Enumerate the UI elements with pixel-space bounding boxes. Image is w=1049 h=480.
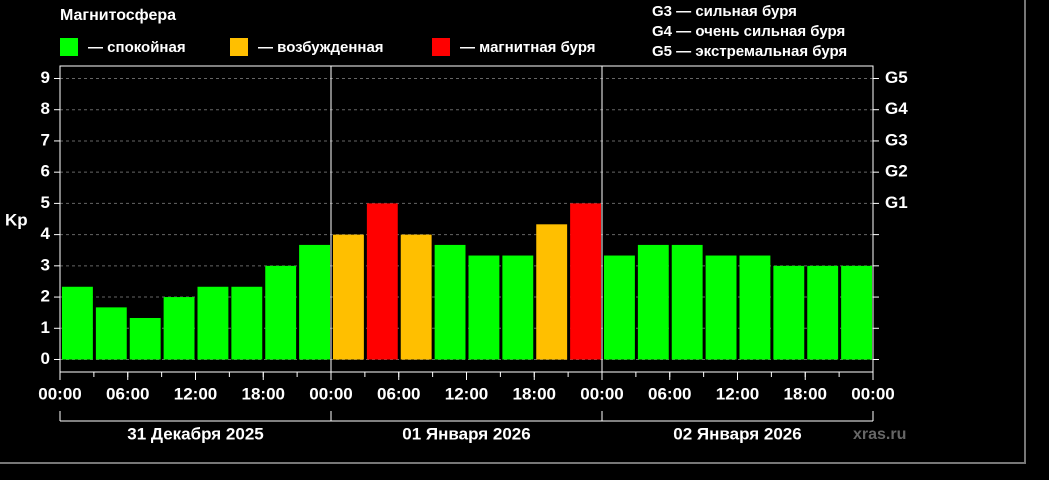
watermark: xras.ru	[853, 426, 906, 443]
bar	[129, 317, 161, 360]
chart-title: Магнитосфера	[60, 7, 176, 24]
legend-swatch	[230, 38, 248, 56]
legend-swatch	[60, 38, 78, 56]
bar	[400, 234, 432, 360]
x-tick-label: 12:00	[174, 384, 217, 403]
x-tick-label: 00:00	[851, 384, 894, 403]
y-tick-label: 3	[41, 255, 50, 274]
x-tick-label: 06:00	[648, 384, 691, 403]
x-tick-label: 18:00	[513, 384, 556, 403]
bar	[570, 203, 601, 360]
x-tick-label: 12:00	[716, 384, 759, 403]
legend-label: — магнитная буря	[460, 39, 596, 56]
y-tick-label: 8	[41, 99, 50, 118]
y-tick-label: 0	[41, 349, 50, 368]
y-tick-label: 1	[41, 318, 50, 337]
bar	[637, 244, 669, 360]
bar	[333, 234, 364, 360]
legend-label: — возбужденная	[258, 39, 384, 56]
y-tick-label: 9	[41, 68, 50, 87]
storm-legend: G3 — сильная буря	[652, 3, 797, 20]
y2-tick-label: G3	[885, 130, 908, 149]
y2-tick-label: G4	[885, 99, 908, 118]
bar	[197, 286, 229, 360]
storm-legend: G5 — экстремальная буря	[652, 43, 847, 60]
bar	[773, 265, 805, 360]
day-label: 02 Января 2026	[673, 424, 801, 443]
bar	[807, 265, 839, 360]
bar	[536, 224, 568, 360]
bar	[434, 244, 466, 360]
bar	[62, 286, 93, 360]
bar	[265, 265, 297, 360]
day-label: 01 Января 2026	[402, 424, 530, 443]
bar	[671, 244, 703, 360]
bar	[299, 244, 330, 360]
day-label: 31 Декабря 2025	[127, 424, 264, 443]
bar	[604, 255, 635, 360]
x-tick-label: 00:00	[38, 384, 81, 403]
bar	[502, 255, 534, 360]
x-tick-label: 18:00	[242, 384, 285, 403]
legend-swatch	[432, 38, 450, 56]
bar	[163, 297, 195, 360]
x-tick-label: 06:00	[377, 384, 420, 403]
y2-tick-label: G1	[885, 193, 908, 212]
bar	[366, 203, 398, 360]
y-label: Kp	[5, 210, 28, 229]
bar	[841, 265, 872, 360]
y2-tick-label: G2	[885, 162, 908, 181]
x-tick-label: 00:00	[580, 384, 623, 403]
frame	[0, 0, 1026, 464]
x-tick-label: 18:00	[784, 384, 827, 403]
bar	[468, 255, 500, 360]
y-tick-label: 6	[41, 162, 50, 181]
y-tick-label: 5	[41, 193, 50, 212]
y-tick-label: 2	[41, 287, 50, 306]
y-tick-label: 7	[41, 130, 50, 149]
x-tick-label: 12:00	[445, 384, 488, 403]
y2-tick-label: G5	[885, 68, 908, 87]
bar	[739, 255, 771, 360]
bar	[231, 286, 263, 360]
y-tick-label: 4	[41, 224, 51, 243]
storm-legend: G4 — очень сильная буря	[652, 23, 845, 40]
bar	[705, 255, 737, 360]
x-tick-label: 06:00	[106, 384, 149, 403]
bar	[95, 307, 127, 360]
legend-label: — спокойная	[88, 39, 186, 56]
x-tick-label: 00:00	[309, 384, 352, 403]
